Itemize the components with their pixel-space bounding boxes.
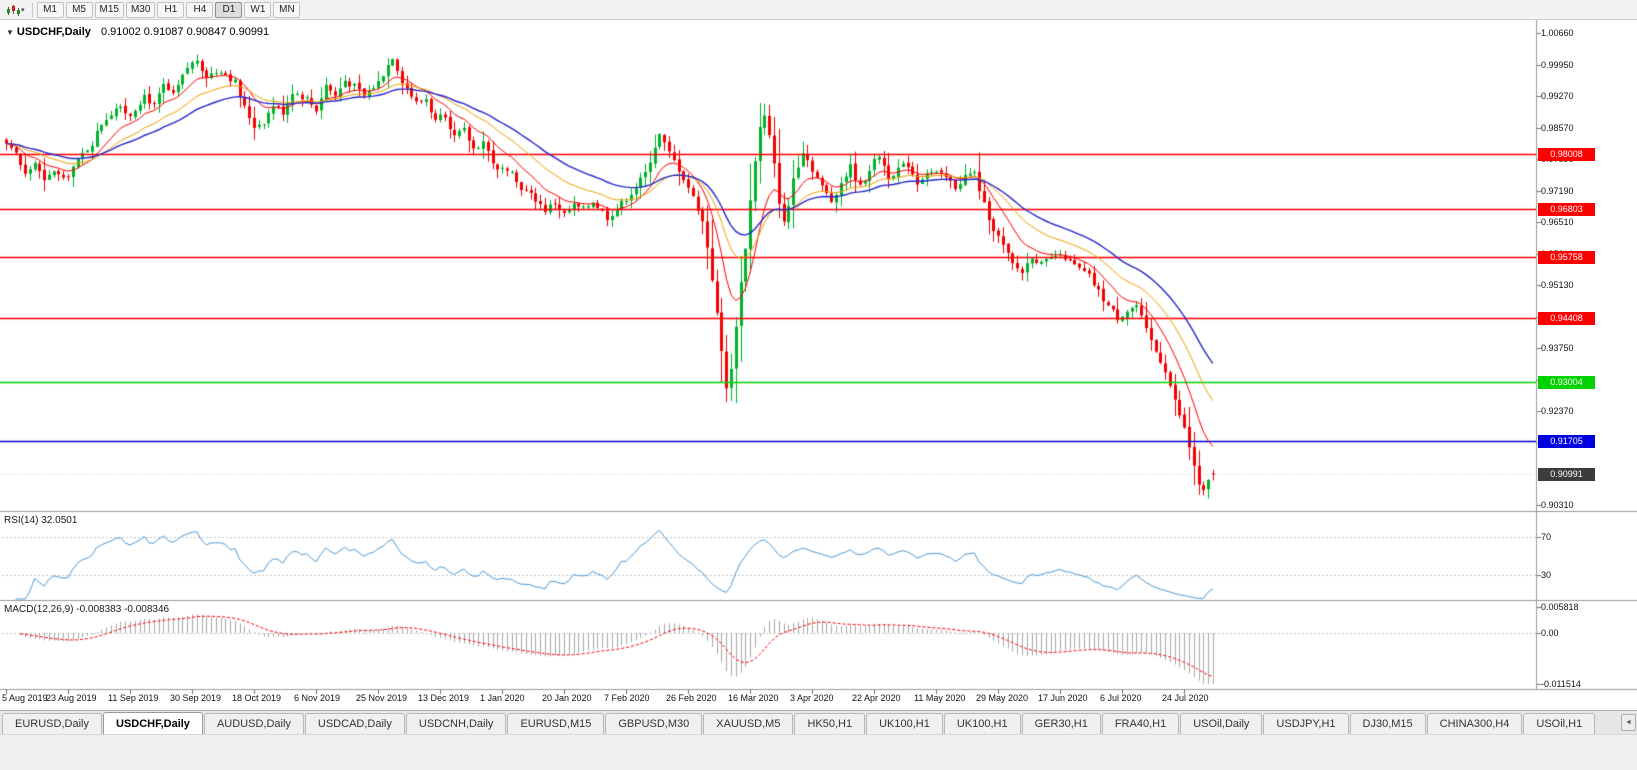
chart-tab-GBPUSD-M30[interactable]: GBPUSD,M30 bbox=[605, 713, 703, 734]
rsi-indicator-label: RSI(14) 32.0501 bbox=[4, 515, 78, 526]
timeframe-button-H4[interactable]: H4 bbox=[186, 1, 214, 18]
price-axis-label: 0.98570 bbox=[1541, 123, 1574, 134]
price-axis-label: 0.97190 bbox=[1541, 186, 1574, 197]
chart-tab-FRA40-H1[interactable]: FRA40,H1 bbox=[1101, 713, 1180, 734]
timeframe-button-W1[interactable]: W1 bbox=[244, 1, 272, 18]
chart-tab-USDCHF-Daily[interactable]: USDCHF,Daily bbox=[102, 712, 203, 734]
chart-tab-UK100-H1[interactable]: UK100,H1 bbox=[943, 713, 1021, 734]
price-axis-label: 0.96510 bbox=[1541, 217, 1574, 228]
chart-title: ▼ USDCHF,Daily 0.91002 0.91087 0.90847 0.… bbox=[6, 26, 269, 38]
chart-tab-DJ30-M15[interactable]: DJ30,M15 bbox=[1349, 713, 1426, 734]
chart-tab-EURUSD-M15[interactable]: EURUSD,M15 bbox=[507, 713, 605, 734]
timeframe-button-M5[interactable]: M5 bbox=[65, 1, 93, 18]
rsi-upper-level-label: 70 bbox=[1541, 532, 1552, 542]
date-axis-label: 13 Dec 2019 bbox=[418, 693, 470, 703]
timeframe-button-M30[interactable]: M30 bbox=[125, 1, 156, 18]
timeframe-button-H1[interactable]: H1 bbox=[157, 1, 185, 18]
tab-scroll-left-button[interactable]: ◄ bbox=[1621, 714, 1636, 731]
timeframe-button-M1[interactable]: M1 bbox=[36, 1, 64, 18]
chart-tab-AUDUSD-Daily[interactable]: AUDUSD,Daily bbox=[203, 713, 304, 734]
scroll-left-icon: ◄ bbox=[1625, 719, 1632, 726]
chart-tab-HK50-H1[interactable]: HK50,H1 bbox=[794, 713, 866, 734]
level-price-badge: 0.96803 bbox=[1538, 203, 1595, 216]
bottom-strip bbox=[0, 734, 1637, 770]
macd-axis-label: 0.005818 bbox=[1541, 602, 1579, 613]
chart-style-button[interactable]: ▾ bbox=[4, 2, 28, 18]
timeframe-button-D1[interactable]: D1 bbox=[215, 1, 243, 18]
date-axis-label: 16 Mar 2020 bbox=[728, 693, 779, 703]
date-axis-label: 20 Jan 2020 bbox=[542, 693, 592, 703]
chart-tab-UK100-H1[interactable]: UK100,H1 bbox=[866, 713, 943, 734]
chart-tab-USOil-Daily[interactable]: USOil,Daily bbox=[1180, 713, 1263, 734]
candlestick-chart-icon bbox=[7, 4, 20, 16]
chart-ohlc-readout: 0.91002 0.91087 0.90847 0.90991 bbox=[100, 26, 270, 38]
date-axis-label: 22 Apr 2020 bbox=[852, 693, 901, 703]
chevron-down-icon: ▾ bbox=[21, 6, 25, 14]
date-axis-label: 24 Jul 2020 bbox=[1162, 693, 1209, 703]
symbol-dropdown-icon[interactable]: ▼ bbox=[6, 28, 14, 37]
timeframe-buttons: M1 M5 M15 M30 H1 H4 D1 W1 MN bbox=[36, 1, 301, 18]
date-axis-label: 11 May 2020 bbox=[914, 693, 966, 703]
price-axis-label: 0.95130 bbox=[1541, 280, 1574, 291]
chart-symbol-label: USDCHF,Daily bbox=[16, 26, 91, 38]
chart-tab-USDJPY-H1[interactable]: USDJPY,H1 bbox=[1263, 713, 1349, 734]
date-axis-label: 11 Sep 2019 bbox=[108, 693, 159, 703]
date-axis-label: 1 Jan 2020 bbox=[480, 693, 525, 703]
current-price-badge: 0.90991 bbox=[1538, 468, 1595, 481]
chart-tab-USDCNH-Daily[interactable]: USDCNH,Daily bbox=[405, 713, 507, 734]
timeframe-button-M15[interactable]: M15 bbox=[94, 1, 124, 18]
chart-tabbar: EURUSD,Daily USDCHF,Daily AUDUSD,Daily USDC… bbox=[0, 710, 1637, 734]
date-axis-label: 25 Nov 2019 bbox=[356, 693, 408, 703]
level-price-badge: 0.94408 bbox=[1538, 312, 1595, 325]
timeframe-toolbar: ▾ M1 M5 M15 M30 H1 H4 D1 W1 MN bbox=[0, 0, 1637, 20]
chart-tab-EURUSD-Daily[interactable]: EURUSD,Daily bbox=[2, 713, 102, 734]
date-axis-label: 3 Apr 2020 bbox=[790, 693, 834, 703]
date-axis-label: 6 Nov 2019 bbox=[294, 693, 341, 703]
date-axis-label: 26 Feb 2020 bbox=[666, 693, 717, 703]
date-axis-label: 29 May 2020 bbox=[976, 693, 1029, 703]
price-axis-label: 0.92370 bbox=[1541, 406, 1574, 417]
chart-tab-GER30-H1[interactable]: GER30,H1 bbox=[1021, 713, 1101, 734]
chart-tab-USDCAD-Daily[interactable]: USDCAD,Daily bbox=[304, 713, 405, 734]
level-price-badge: 0.95758 bbox=[1538, 251, 1595, 264]
chart-tab-XAUUSD-M5[interactable]: XAUUSD,M5 bbox=[703, 713, 794, 734]
date-axis-label: 7 Feb 2020 bbox=[604, 693, 650, 703]
rsi-lower-level-label: 30 bbox=[1541, 570, 1552, 580]
macd-axis-label: -0.011514 bbox=[1541, 679, 1581, 690]
level-price-badge: 0.98008 bbox=[1538, 148, 1595, 161]
date-axis-label: 17 Jun 2020 bbox=[1038, 693, 1088, 703]
price-chart-canvas[interactable] bbox=[0, 20, 1637, 710]
toolbar-separator bbox=[31, 2, 33, 17]
timeframe-button-MN[interactable]: MN bbox=[273, 1, 301, 18]
chart-tabs: EURUSD,Daily USDCHF,Daily AUDUSD,Daily USDC… bbox=[2, 712, 1596, 734]
chart-tab-USOil-H1[interactable]: USOil,H1 bbox=[1523, 713, 1596, 734]
level-price-badge: 0.91705 bbox=[1538, 435, 1595, 448]
price-axis-label: 0.90310 bbox=[1541, 500, 1574, 510]
date-axis-label: 5 Aug 2019 bbox=[2, 693, 48, 703]
date-axis-label: 23 Aug 2019 bbox=[46, 693, 97, 703]
price-axis-label: 0.99270 bbox=[1541, 91, 1574, 102]
chart-tab-CHINA300-H4[interactable]: CHINA300,H4 bbox=[1426, 713, 1523, 734]
price-axis-label: 0.99950 bbox=[1541, 60, 1574, 71]
macd-indicator-label: MACD(12,26,9) -0.008383 -0.008346 bbox=[4, 604, 170, 615]
price-axis-label: 0.93750 bbox=[1541, 343, 1574, 354]
chart-region: ▼ USDCHF,Daily 0.91002 0.91087 0.90847 0.… bbox=[0, 20, 1637, 710]
date-axis-label: 30 Sep 2019 bbox=[170, 693, 222, 703]
date-axis-label: 18 Oct 2019 bbox=[232, 693, 282, 703]
macd-axis-label: 0.00 bbox=[1541, 628, 1559, 638]
price-axis-label: 1.00660 bbox=[1541, 28, 1574, 38]
level-price-badge: 0.93004 bbox=[1538, 376, 1595, 389]
date-axis-label: 6 Jul 2020 bbox=[1100, 693, 1142, 703]
